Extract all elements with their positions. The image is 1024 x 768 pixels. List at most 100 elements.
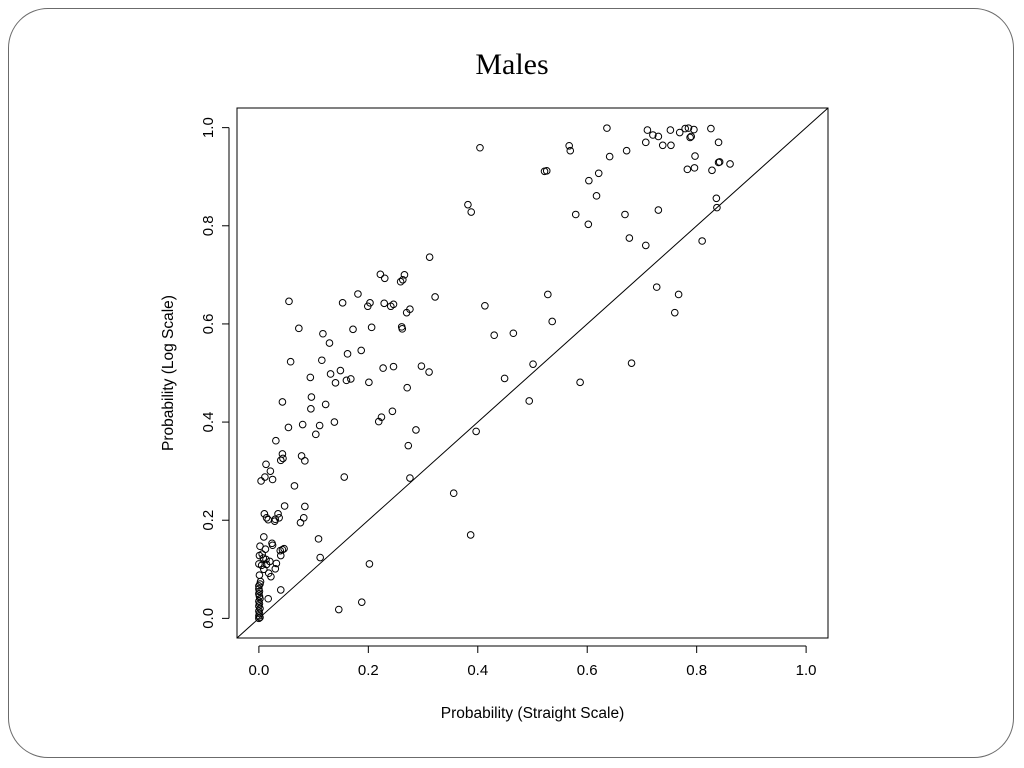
data-point [670,308,679,317]
data-point [306,373,315,382]
data-point [654,132,663,141]
data-point [707,124,715,133]
data-point [525,397,534,405]
data-point [334,605,343,614]
data-point [267,572,275,581]
y-tick-label: 0.6 [200,313,217,334]
data-point [643,126,652,134]
data-point [354,290,362,298]
data-point [674,290,683,299]
x-tick-label: 0.0 [248,662,269,679]
data-point [398,325,407,333]
data-point [544,290,552,299]
data-point [399,275,407,284]
data-point [605,152,614,161]
data-point [268,475,277,484]
data-point [296,518,305,527]
data-point [255,571,264,579]
x-tick-label: 1.0 [796,662,817,679]
data-point [338,299,347,307]
data-point [363,302,372,311]
data-point [374,417,383,426]
data-point [256,580,264,588]
data-point [652,283,661,291]
data-point [264,594,272,603]
data-point [425,253,434,261]
slide-frame [8,8,1014,758]
data-point [343,350,352,358]
data-point [686,133,694,142]
data-point [315,421,324,430]
data-point [261,545,270,553]
data-point [379,364,387,372]
data-point [357,346,366,355]
data-point [256,613,264,622]
data-point [649,131,657,139]
y-tick-label: 0.2 [200,510,217,531]
data-point [584,220,593,229]
data-point [325,339,334,347]
data-point [389,362,398,371]
data-point [319,329,327,338]
data-point [675,128,684,137]
data-point [708,166,716,175]
data-point [260,533,268,541]
data-point [622,146,631,155]
data-point [376,270,385,279]
data-point [396,277,405,286]
data-point [687,132,695,141]
data-point [336,366,345,375]
data-point [280,502,289,510]
data-point [571,210,580,219]
data-point [340,473,349,481]
data-point [548,317,557,326]
data-point [255,551,264,560]
data-point [298,420,307,429]
data-point [490,331,498,340]
data-point [625,234,634,242]
data-point [464,200,472,209]
data-point [271,565,280,573]
data-point [529,360,537,368]
data-point [367,323,376,332]
y-tick-label: 0.4 [200,412,217,433]
data-point [299,513,308,522]
data-point [264,515,272,524]
data-point [261,473,269,481]
x-tick-label: 0.4 [467,662,488,679]
data-point [276,456,285,465]
x-axis-title: Probability (Straight Scale) [441,705,625,722]
data-point [576,378,584,387]
data-point [290,482,299,490]
data-point [260,510,269,518]
data-point [500,374,509,383]
data-point [297,452,306,460]
data-point [712,194,721,203]
data-point [412,426,420,434]
data-point [266,467,275,475]
data-point [715,158,724,166]
data-point [467,208,476,216]
data-point [260,565,268,574]
data-point [592,192,601,200]
data-point [278,398,287,406]
y-tick-label: 0.8 [200,215,217,236]
data-point [566,146,575,155]
data-point [295,324,303,333]
x-tick-label: 0.8 [686,662,707,679]
y-tick-label: 1.0 [200,117,217,138]
data-point [286,357,295,366]
x-axis: 0.0 0.2 0.4 0.6 0.8 1.0 [248,645,817,679]
data-point [307,405,315,413]
data-point [425,368,433,376]
data-point [326,370,335,378]
y-axis: 0.0 0.2 0.4 0.6 0.8 1.0 [200,117,230,629]
data-point [268,541,277,550]
x-tick-label: 0.6 [577,662,598,679]
data-point [257,477,265,485]
data-point [255,582,263,590]
data-point [316,553,324,562]
data-point [690,164,699,172]
data-point [509,329,518,338]
data-point [698,237,706,245]
